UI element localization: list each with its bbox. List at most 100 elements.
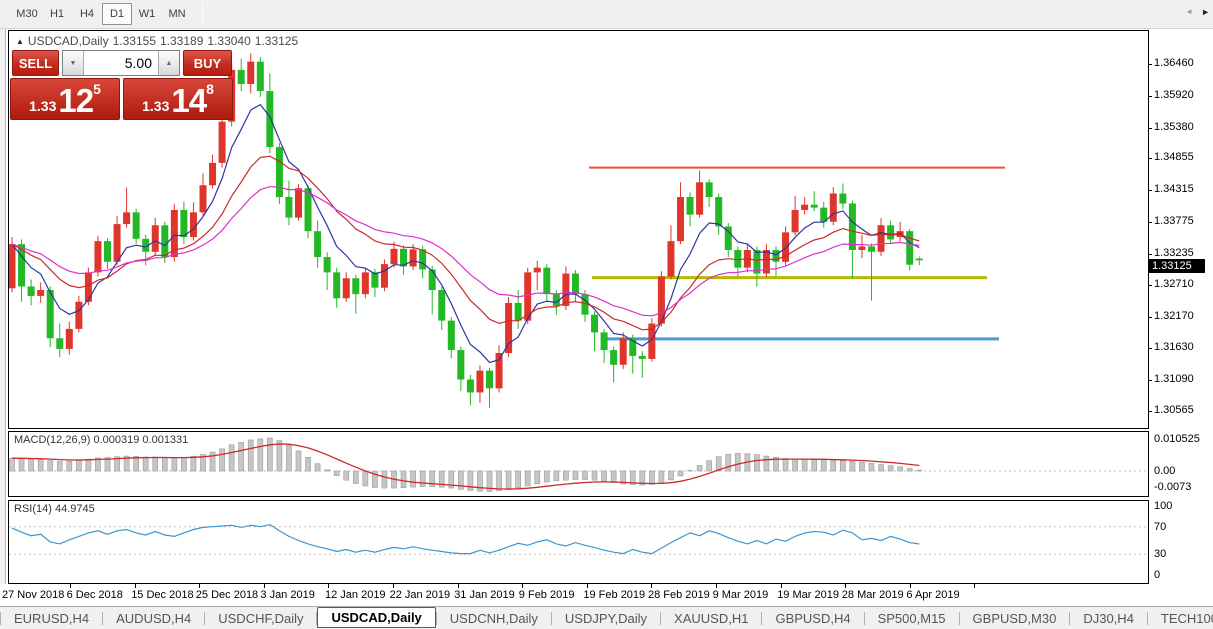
timeframe-button-W1[interactable]: W1 xyxy=(138,8,156,20)
tab-xauusd-h1[interactable]: XAUUSD,H1 xyxy=(674,610,749,626)
macd-pane: MACD(12,26,9) 0.000319 0.001331 xyxy=(8,431,1149,497)
chart-header: ▲ USDCAD,Daily 1.33155 1.33189 1.33040 1.3312… xyxy=(16,34,302,48)
rsi-axis-label: 70 xyxy=(1154,520,1167,533)
timeframe-button-H4[interactable]: H4 xyxy=(79,8,95,20)
price-axis-label: 1.31630 xyxy=(1154,341,1194,354)
price-axis-label: 1.34315 xyxy=(1154,183,1194,196)
volume-input[interactable] xyxy=(84,51,158,75)
timeframe-button-D1[interactable]: D1 xyxy=(102,3,132,25)
price-axis-label: 1.36460 xyxy=(1154,57,1194,69)
price-axis-label: 1.33775 xyxy=(1154,215,1194,228)
chart-window: ▲ USDCAD,Daily 1.33155 1.33189 1.33040 1.3312… xyxy=(5,29,1213,606)
tab-usdchf-daily[interactable]: USDCHF,Daily xyxy=(218,610,304,626)
tab-separator xyxy=(0,611,1,625)
tab-scroll-right-icon[interactable]: ► xyxy=(1201,7,1210,17)
tab-usdjpy-daily[interactable]: USDJPY,Daily xyxy=(564,610,648,626)
tab-scroll-arrows: ◄ ► xyxy=(1181,6,1210,18)
volume-decrease-button[interactable]: ▼ xyxy=(63,51,84,75)
price-chart-pane: ▲ USDCAD,Daily 1.33155 1.33189 1.33040 1.3312… xyxy=(8,30,1149,429)
ohlc-close: 1.33125 xyxy=(254,34,299,48)
tab-separator xyxy=(102,611,104,625)
timeframe-button-MN[interactable]: MN xyxy=(168,8,186,20)
price-axis-tick xyxy=(1148,190,1152,192)
date-axis-tick xyxy=(909,584,911,588)
price-axis-label: 1.34855 xyxy=(1154,151,1194,164)
tab-scroll-left-icon[interactable]: ◄ xyxy=(1185,7,1194,16)
timeframe-button-M30[interactable]: M30 xyxy=(16,8,38,20)
macd-axis-label: 0.00 xyxy=(1154,465,1176,477)
date-axis-label: 3 Jan 2019 xyxy=(260,589,315,601)
date-axis-label: 6 Dec 2018 xyxy=(66,589,123,601)
tab-separator xyxy=(1146,611,1148,625)
sell-price-prefix: 1.33 xyxy=(29,98,57,114)
date-axis-label: 9 Feb 2019 xyxy=(518,589,575,601)
buy-button[interactable]: BUY xyxy=(183,50,232,76)
date-axis-tick xyxy=(586,584,588,588)
rsi-label: RSI(14) 44.9745 xyxy=(14,503,95,515)
date-axis-tick xyxy=(457,584,459,588)
date-axis-label: 9 Mar 2019 xyxy=(712,589,769,601)
tab-eurusd-h4[interactable]: EURUSD,H4 xyxy=(14,610,90,626)
date-axis-tick xyxy=(651,584,653,588)
rsi-axis-label: 0 xyxy=(1154,569,1161,581)
rsi-axis-label: 30 xyxy=(1154,548,1167,561)
collapse-icon[interactable]: ▲ xyxy=(16,37,24,46)
sell-price-sup: 5 xyxy=(93,81,101,97)
date-axis-label: 31 Jan 2019 xyxy=(454,589,515,601)
sell-price-box[interactable]: 1.33 12 5 xyxy=(10,78,120,120)
price-axis-tick xyxy=(1148,380,1152,382)
tab-usdcnh-daily[interactable]: USDCNH,Daily xyxy=(449,610,538,626)
buy-price-sup: 8 xyxy=(206,81,214,97)
ohlc-low: 1.33040 xyxy=(207,34,251,48)
tab-sp500-m15[interactable]: SP500,M15 xyxy=(877,610,946,626)
macd-chart xyxy=(9,437,1148,492)
rsi-axis-label: 100 xyxy=(1154,500,1173,512)
tab-separator xyxy=(863,611,865,625)
tab-separator xyxy=(1069,611,1071,625)
price-axis-tick xyxy=(1148,222,1152,224)
date-axis-tick xyxy=(70,584,71,588)
price-axis-label: 1.35920 xyxy=(1154,88,1194,101)
date-axis-tick xyxy=(716,584,717,588)
tab-separator xyxy=(435,611,437,625)
rsi-chart xyxy=(9,523,1148,555)
buy-price-big: 14 xyxy=(171,82,207,119)
price-axis-label: 1.35380 xyxy=(1154,120,1194,133)
tab-gbpusd-m30[interactable]: GBPUSD,M30 xyxy=(972,610,1057,626)
price-axis-label: 1.30565 xyxy=(1154,403,1194,416)
timeframe-button-H1[interactable]: H1 xyxy=(49,8,65,20)
tab-usdcad-daily[interactable]: USDCAD,Daily xyxy=(317,607,436,628)
tab-separator xyxy=(204,611,206,625)
ohlc-high: 1.33189 xyxy=(160,34,204,48)
date-axis: 27 Nov 2018 6 Dec 2018 15 Dec 2018 25 Dec 2… xyxy=(0,584,1213,606)
sell-button[interactable]: SELL xyxy=(12,50,59,76)
timeframe-toolbar: 5 M30 H1 H4 D1 W1 MN xyxy=(0,0,1213,29)
buy-price-box[interactable]: 1.33 14 8 xyxy=(123,78,233,120)
tab-audusd-h4[interactable]: AUDUSD,H4 xyxy=(116,610,192,626)
tab-tech100-h1[interactable]: TECH100,H1 xyxy=(1160,610,1213,626)
date-axis-tick xyxy=(328,584,330,588)
price-axis-tick xyxy=(1148,410,1152,412)
tab-separator xyxy=(761,611,763,625)
date-axis-tick xyxy=(134,584,136,588)
volume-increase-button[interactable]: ▲ xyxy=(158,51,179,75)
candlestick-chart xyxy=(9,53,1005,408)
date-axis-tick xyxy=(780,584,782,588)
price-axis-label: 1.33235 xyxy=(1154,246,1194,259)
tab-separator xyxy=(660,611,662,625)
tab-gbpusd-h4[interactable]: GBPUSD,H4 xyxy=(775,610,851,626)
price-axis-label: 1.32710 xyxy=(1154,277,1194,290)
macd-label: MACD(12,26,9) 0.000319 0.001331 xyxy=(14,434,189,446)
price-axis-label: 1.31090 xyxy=(1154,373,1194,386)
price-axis-tick xyxy=(1148,348,1152,350)
date-axis-label: 22 Jan 2019 xyxy=(389,589,451,601)
macd-axis-label: 0.010525 xyxy=(1154,433,1200,445)
date-axis-tick xyxy=(522,584,524,588)
price-axis-tick xyxy=(1148,253,1152,255)
date-axis-label: 6 Apr 2019 xyxy=(906,589,960,601)
date-axis-tick xyxy=(263,584,265,588)
tab-dj30-h4[interactable]: DJ30,H4 xyxy=(1083,610,1134,626)
timeframe-button-5[interactable]: 5 xyxy=(0,3,12,25)
date-axis-label: 12 Jan 2019 xyxy=(325,589,386,601)
tab-separator xyxy=(316,611,318,625)
